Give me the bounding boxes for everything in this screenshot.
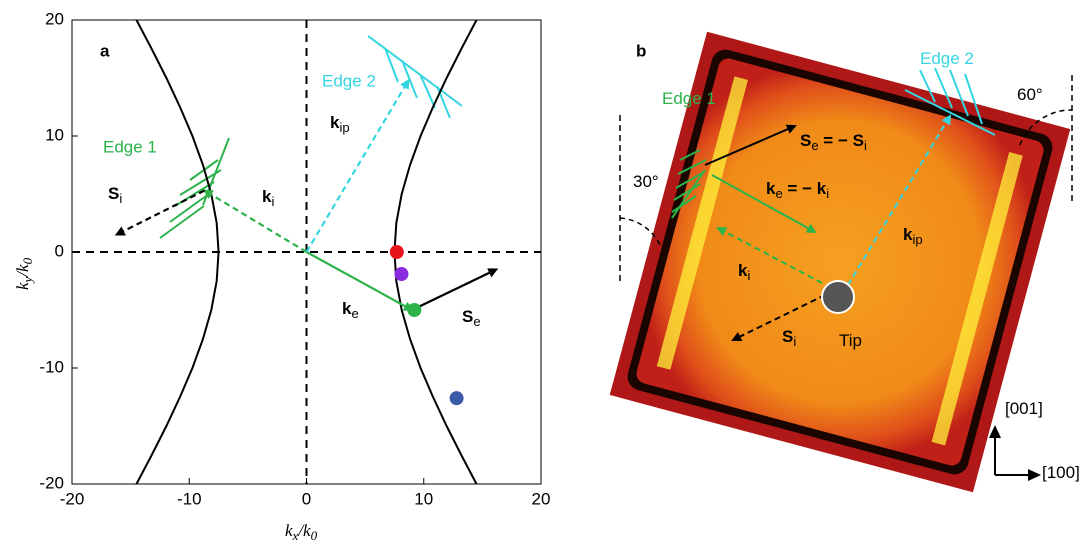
label: Se	[462, 307, 481, 329]
label-part: /k	[297, 521, 311, 540]
subscript: e	[775, 186, 782, 201]
label-part: = − S	[819, 131, 864, 150]
label-part: Edge 2	[920, 49, 974, 68]
subscript: i	[864, 138, 867, 153]
label: ki	[262, 187, 274, 209]
axes-indicator	[995, 428, 1038, 475]
subscript: i	[271, 194, 274, 209]
subscript: 0	[20, 257, 35, 264]
axes-indicator-head	[989, 425, 1041, 481]
x-tick-label: -10	[177, 489, 202, 508]
subscript: 0	[311, 528, 318, 543]
label: Si	[108, 184, 122, 206]
label-part: S	[800, 131, 811, 150]
vector-arrow	[204, 191, 306, 252]
label: Edge 1	[662, 89, 716, 108]
subscript: i	[793, 334, 796, 349]
point	[450, 391, 464, 405]
panel-a-hatches	[160, 36, 462, 238]
subscript: e	[811, 138, 818, 153]
point	[390, 245, 404, 259]
edge-label: Edge 2	[322, 71, 376, 90]
subscript: e	[351, 306, 358, 321]
tip	[822, 281, 854, 313]
label: ke	[342, 299, 359, 321]
label-part: S	[462, 307, 473, 326]
label-part: 30°	[633, 172, 659, 191]
label: 60°	[1017, 85, 1043, 104]
label-part: S	[782, 327, 793, 346]
label: Edge 2	[920, 49, 974, 68]
vector-arrow	[117, 191, 205, 235]
y-tick-label: -10	[39, 357, 64, 376]
label: [100]	[1042, 463, 1080, 482]
label: Se = − Si	[800, 131, 867, 153]
x-tick-label: 20	[532, 489, 551, 508]
point	[394, 267, 408, 281]
label-part: /k	[13, 264, 32, 278]
x-tick-label: 0	[302, 489, 311, 508]
label-part: Edge 1	[662, 89, 716, 108]
subscript: ip	[912, 232, 922, 247]
vector-arrow	[307, 80, 409, 252]
y-tick-label: 10	[45, 125, 64, 144]
vector-arrow	[412, 269, 496, 310]
label-part: S	[108, 184, 119, 203]
label: ky/k0	[13, 257, 35, 290]
panel-label: a	[100, 41, 110, 60]
subscript: i	[747, 268, 750, 283]
subscript: i	[826, 186, 829, 201]
label: kx/k0	[285, 521, 318, 543]
subscript: i	[119, 191, 122, 206]
label-part: = − k	[783, 179, 827, 198]
y-tick-label: 0	[55, 241, 64, 260]
label-part: [100]	[1042, 463, 1080, 482]
y-tick-label: 20	[45, 9, 64, 28]
label: 30°	[633, 172, 659, 191]
label-part: [001]	[1005, 399, 1043, 418]
label: Tip	[839, 331, 862, 350]
y-tick-label: -20	[39, 473, 64, 492]
subscript: ip	[339, 120, 349, 135]
edge-hatch	[160, 138, 229, 238]
label-part: 60°	[1017, 85, 1043, 104]
x-tick-label: 10	[414, 489, 433, 508]
figure: -20-1001020-20-1001020kiSikeSekipEdge 1E…	[0, 0, 1091, 549]
label-part: Tip	[839, 331, 862, 350]
subscript: e	[473, 314, 480, 329]
panel-label: b	[636, 41, 646, 60]
point	[407, 303, 421, 317]
edge-label: Edge 1	[103, 137, 157, 156]
label: kip	[330, 113, 350, 135]
label: [001]	[1005, 399, 1043, 418]
